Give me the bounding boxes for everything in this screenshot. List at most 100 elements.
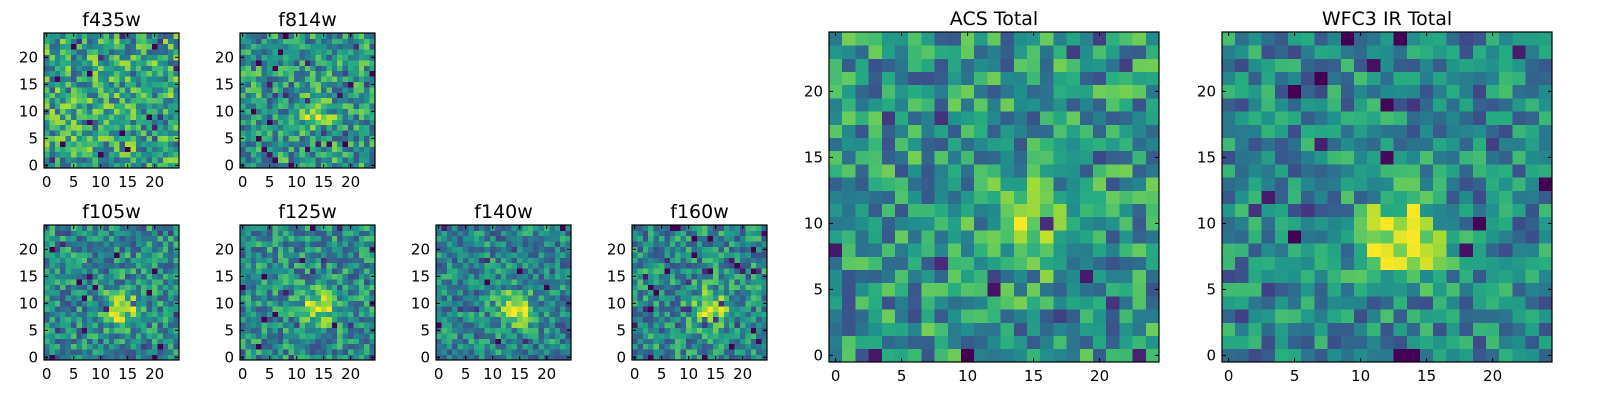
heatmap-cell	[157, 333, 164, 339]
heatmap-cell	[1367, 216, 1381, 231]
heatmap-cell	[44, 316, 50, 323]
heatmap-cell	[533, 306, 539, 312]
heatmap-cell	[686, 284, 692, 291]
heatmap-cell	[686, 343, 692, 350]
heatmap-cell	[653, 316, 660, 323]
heatmap-cell	[315, 135, 322, 142]
heatmap-cell	[457, 354, 464, 361]
heatmap-cell	[277, 157, 284, 163]
heatmap-cell	[1079, 98, 1094, 112]
heatmap-cell	[745, 338, 752, 345]
heatmap-cell	[125, 289, 131, 296]
heatmap-cell	[1040, 190, 1054, 204]
heatmap-cell	[500, 354, 507, 361]
heatmap-cell	[342, 338, 349, 345]
heatmap-cell	[702, 322, 708, 328]
heatmap-cell	[961, 348, 975, 363]
heatmap-cell	[108, 49, 115, 55]
heatmap-cell	[267, 316, 273, 323]
heatmap-cell	[675, 268, 681, 274]
heatmap-cell	[554, 349, 561, 355]
heatmap-cell	[1420, 230, 1434, 244]
heatmap-cell	[696, 230, 703, 237]
heatmap-cell	[669, 225, 676, 231]
heatmap-cell	[173, 225, 180, 231]
heatmap-cell	[337, 43, 343, 50]
heatmap-cell	[675, 235, 681, 242]
heatmap-cell	[130, 49, 137, 55]
heatmap-cell	[740, 284, 746, 291]
heatmap-cell	[680, 295, 687, 301]
heatmap-cell	[60, 289, 66, 296]
heatmap-cell	[1354, 216, 1368, 231]
heatmap-cell	[1013, 282, 1028, 297]
heatmap-cell	[974, 190, 988, 204]
heatmap-cell	[1486, 256, 1500, 270]
heatmap-cell	[1486, 269, 1500, 284]
heatmap-cell	[565, 225, 572, 231]
heatmap-cell	[358, 300, 365, 307]
heatmap-cell	[664, 349, 671, 355]
heatmap-cell	[1433, 335, 1447, 350]
heatmap-cell	[1512, 256, 1526, 270]
heatmap-cell	[114, 311, 120, 318]
heatmap-cell	[490, 241, 496, 247]
heatmap-cell	[895, 84, 909, 99]
heatmap-cell	[544, 322, 550, 328]
heatmap-cell	[250, 33, 257, 39]
heatmap-cell	[81, 130, 88, 136]
heatmap-cell	[299, 119, 306, 126]
heatmap-cell	[60, 162, 66, 169]
heatmap-cell	[707, 262, 714, 269]
heatmap-cell	[1106, 137, 1120, 152]
heatmap-cell	[168, 295, 174, 301]
heatmap-cell	[60, 284, 66, 291]
heatmap-cell	[855, 45, 869, 59]
heatmap-cell	[1406, 322, 1421, 336]
heatmap-cell	[250, 322, 257, 328]
heatmap-cell	[1040, 98, 1054, 112]
heatmap-cell	[60, 97, 66, 104]
heatmap-cell	[761, 316, 768, 323]
y-tick-label: 10	[19, 102, 38, 120]
heatmap-cell	[1512, 296, 1526, 310]
heatmap-cell	[987, 230, 1001, 244]
heatmap-cell	[1301, 269, 1315, 284]
heatmap-cell	[173, 338, 180, 345]
heatmap-cell	[1027, 190, 1041, 204]
heatmap-cell	[740, 333, 746, 339]
heatmap-cell	[250, 241, 257, 247]
heatmap-cell	[76, 119, 83, 126]
heatmap-cell	[648, 333, 654, 339]
heatmap-cell	[1420, 243, 1434, 257]
heatmap-cell	[103, 108, 110, 115]
heatmap-cell	[321, 87, 327, 93]
heatmap-cell	[294, 333, 300, 339]
heatmap-cell	[125, 97, 131, 104]
heatmap-cell	[157, 327, 164, 334]
heatmap-cell	[315, 87, 322, 93]
heatmap-cell	[468, 252, 475, 258]
heatmap-cell	[974, 45, 988, 59]
heatmap-cell	[304, 333, 311, 339]
heatmap-cell	[1486, 348, 1500, 363]
heatmap-cell	[277, 268, 284, 274]
heatmap-cell	[76, 252, 83, 258]
heatmap-cell	[1354, 177, 1368, 191]
heatmap-cell	[261, 306, 268, 312]
heatmap-cell	[987, 322, 1001, 336]
heatmap-cell	[1000, 98, 1015, 112]
heatmap-cell	[114, 119, 120, 126]
heatmap-cell	[527, 241, 534, 247]
heatmap-cell	[119, 241, 126, 247]
heatmap-cell	[294, 268, 300, 274]
heatmap-cell	[321, 343, 327, 350]
heatmap-cell	[272, 97, 279, 104]
heatmap-cell	[1512, 309, 1526, 323]
heatmap-cell	[750, 300, 757, 307]
heatmap-cell	[130, 162, 137, 169]
heatmap-cell	[1274, 230, 1289, 244]
heatmap-cell	[1132, 164, 1147, 178]
heatmap-cell	[310, 130, 316, 136]
heatmap-cell	[348, 146, 354, 153]
